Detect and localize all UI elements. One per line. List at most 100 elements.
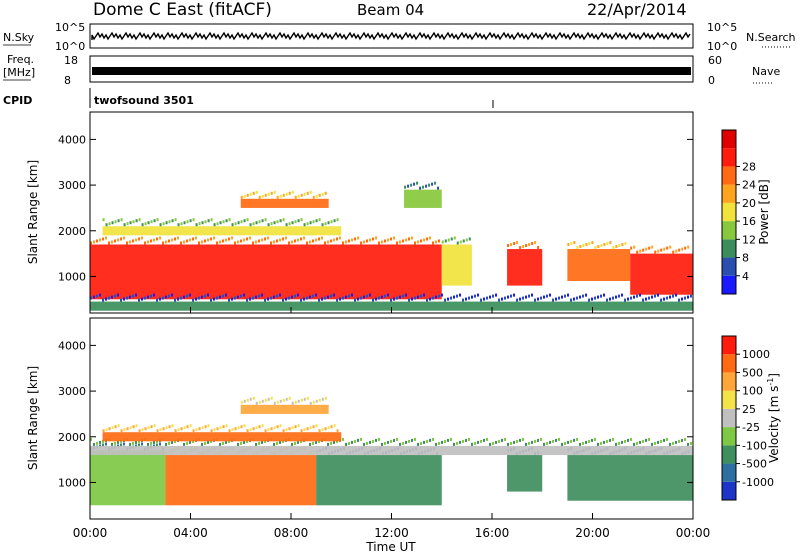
data-speckle [162, 222, 165, 226]
data-speckle [321, 297, 323, 301]
data-speckle [249, 428, 252, 432]
data-speckle [183, 295, 185, 299]
data-speckle [141, 297, 143, 301]
data-speckle [399, 442, 401, 446]
data-speckle [324, 427, 327, 431]
data-speckle [513, 242, 516, 246]
data-speckle [570, 242, 573, 246]
data-speckle [273, 295, 275, 299]
data-speckle [198, 427, 201, 431]
data-speckle [630, 296, 632, 300]
data-speckle [333, 219, 336, 223]
data-speckle [648, 437, 650, 441]
data-band [316, 455, 442, 506]
data-speckle [207, 424, 210, 428]
data-speckle [231, 236, 233, 240]
data-speckle [276, 425, 279, 429]
data-speckle [270, 222, 273, 226]
data-speckle [381, 295, 383, 299]
data-speckle [222, 220, 225, 224]
data-speckle [501, 297, 503, 301]
data-speckle [633, 442, 635, 446]
data-speckle [333, 424, 336, 428]
data-speckle [324, 191, 327, 195]
data-speckle [327, 295, 329, 299]
data-speckle [372, 298, 374, 302]
data-speckle [282, 218, 285, 222]
data-speckle [102, 218, 105, 222]
data-speckle [150, 441, 152, 445]
data-speckle [177, 297, 179, 301]
data-speckle [93, 240, 95, 244]
data-speckle [525, 295, 527, 299]
data-speckle [675, 440, 677, 444]
data-speckle [195, 428, 198, 432]
freq-panel-frame [89, 55, 694, 83]
data-speckle [165, 221, 168, 225]
data-speckle [612, 246, 615, 250]
data-speckle [207, 293, 209, 297]
data-speckle [264, 298, 266, 302]
data-speckle [129, 295, 131, 299]
data-speckle [243, 219, 246, 223]
data-speckle [321, 236, 323, 240]
data-speckle [294, 220, 297, 224]
data-speckle [468, 296, 470, 300]
data-speckle [117, 440, 119, 444]
data-speckle [273, 426, 276, 430]
data-speckle [450, 437, 452, 441]
data-speckle [246, 439, 248, 443]
data-speckle [420, 239, 422, 243]
data-speckle [414, 241, 416, 245]
colorbar-swatch [722, 202, 736, 222]
colorbar-tick-label: 12 [742, 233, 756, 246]
data-speckle [474, 441, 476, 445]
data-speckle [147, 442, 149, 446]
data-speckle [114, 220, 117, 224]
data-speckle [522, 437, 524, 441]
data-speckle [204, 239, 206, 243]
data-speckle [261, 440, 263, 444]
data-speckle [189, 293, 191, 297]
data-speckle [120, 443, 122, 447]
data-speckle [246, 218, 249, 222]
data-speckle [261, 293, 263, 297]
data-speckle [300, 298, 302, 302]
data-speckle [444, 239, 447, 243]
data-speckle [636, 250, 639, 254]
cpid-value: twofsound 3501 [94, 94, 194, 107]
data-speckle [138, 237, 140, 241]
data-speckle [366, 441, 368, 445]
data-speckle [315, 219, 318, 223]
data-speckle [270, 296, 272, 300]
data-speckle [237, 295, 239, 299]
data-speckle [519, 246, 522, 250]
data-speckle [219, 221, 222, 225]
data-speckle [267, 236, 269, 240]
data-speckle [342, 296, 344, 300]
data-speckle [561, 295, 563, 299]
data-speckle [636, 294, 638, 298]
data-speckle [318, 429, 321, 433]
noise-panel-frame [89, 23, 694, 49]
data-speckle [642, 439, 644, 443]
data-speckle [108, 427, 111, 431]
data-speckle [252, 241, 254, 245]
data-speckle [422, 185, 425, 189]
data-speckle [309, 221, 312, 225]
data-speckle [306, 241, 308, 245]
data-speckle [243, 293, 245, 297]
data-band [240, 198, 329, 208]
colorbar-swatch [722, 275, 736, 294]
data-speckle [465, 438, 467, 442]
data-speckle [273, 240, 275, 244]
noise-left-tick-bottom: 10^0 [55, 40, 85, 53]
data-speckle [204, 294, 206, 298]
x-tick-label: 20:00 [575, 526, 610, 540]
data-speckle [267, 397, 270, 401]
data-speckle [297, 194, 300, 198]
data-speckle [276, 195, 279, 199]
data-speckle [330, 441, 332, 445]
data-speckle [543, 295, 545, 299]
data-speckle [687, 245, 690, 249]
